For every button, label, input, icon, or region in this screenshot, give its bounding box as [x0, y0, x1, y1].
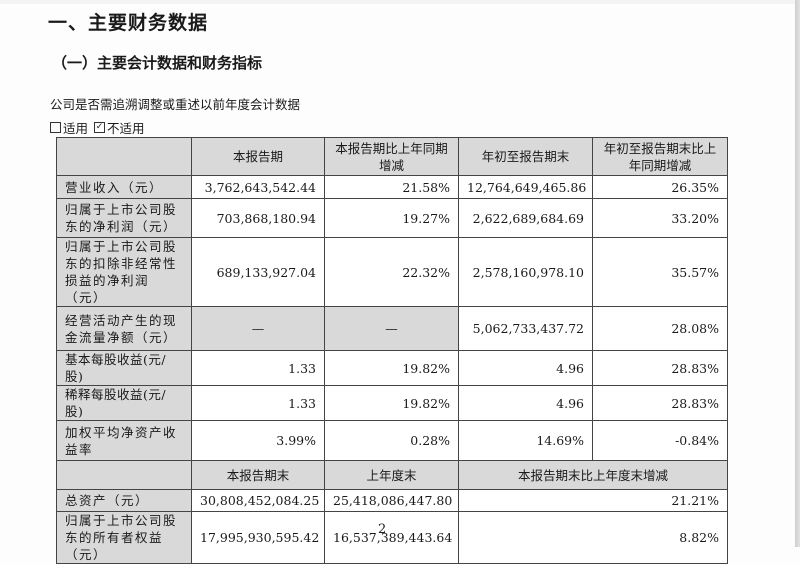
value-cell: 1.33 [191, 385, 325, 421]
value-cell: 26.35% [592, 175, 728, 199]
value-cell: 35.57% [592, 237, 728, 307]
option-applicable[interactable]: 适用 [50, 118, 88, 137]
value-cell: 3.99% [191, 420, 325, 461]
value-cell: 1.33 [191, 350, 325, 386]
checkbox-checked-icon[interactable]: ✓ [94, 122, 106, 133]
table-row: 总资产（元） 30,808,452,084.25 25,418,086,447.… [56, 489, 728, 512]
value-cell: 16,537,389,443.64 [324, 511, 459, 564]
value-cell: 2,578,160,978.10 [458, 237, 593, 307]
value-cell: 0.28% [324, 420, 459, 461]
table-row: 归属于上市公司股东的净利润（元） 703,868,180.94 19.27% 2… [56, 198, 728, 238]
table-header-row: 本报告期 本报告期比上年同期增减 年初至报告期末 年初至报告期末比上年同期增减 [56, 137, 728, 176]
value-cell: 703,868,180.94 [191, 198, 325, 238]
top-edge [0, 0, 796, 4]
value-cell: 19.82% [324, 350, 459, 386]
table-row: 加权平均净资产收益率 3.99% 0.28% 14.69% -0.84% [56, 420, 728, 461]
page-number: 2 [378, 522, 387, 537]
value-cell: — [191, 306, 325, 351]
value-cell: 5,062,733,437.72 [458, 306, 593, 351]
value-cell: 19.27% [324, 198, 459, 238]
scrollbar[interactable] [795, 0, 800, 547]
header-cell [56, 460, 192, 490]
header-cell: 本报告期比上年同期增减 [324, 137, 459, 176]
table2-header-row: 本报告期末 上年度末 本报告期末比上年度末增减 [56, 460, 728, 490]
row-label: 归属于上市公司股东的扣除非经常性损益的净利润（元） [56, 237, 192, 307]
value-cell: -0.84% [592, 420, 728, 461]
row-label: 经营活动产生的现金流量净额（元） [56, 306, 192, 351]
value-cell: — [324, 306, 459, 351]
header-cell: 年初至报告期末比上年同期增减 [592, 137, 728, 176]
value-cell: 21.58% [324, 175, 459, 199]
financial-data-table: 本报告期 本报告期比上年同期增减 年初至报告期末 年初至报告期末比上年同期增减 … [56, 137, 728, 564]
value-cell: 28.08% [592, 306, 728, 351]
option-not-applicable[interactable]: ✓ 不适用 [94, 118, 145, 137]
value-cell: 28.83% [592, 350, 728, 386]
value-cell: 33.20% [592, 198, 728, 238]
value-cell: 25,418,086,447.80 [324, 489, 459, 512]
header-cell [56, 137, 192, 176]
table-row: 稀释每股收益(元/股) 1.33 19.82% 4.96 28.83% [56, 385, 728, 421]
restatement-question: 公司是否需追溯调整或重述以前年度会计数据 [50, 97, 301, 112]
value-cell: 12,764,649,465.86 [458, 175, 593, 199]
table-row: 归属于上市公司股东的扣除非经常性损益的净利润（元） 689,133,927.04… [56, 237, 728, 307]
row-label: 归属于上市公司股东的净利润（元） [56, 198, 192, 238]
header-cell: 本报告期末 [191, 460, 325, 490]
row-label: 稀释每股收益(元/股) [56, 385, 192, 421]
table-row: 归属于上市公司股东的所有者权益（元） 17,995,930,595.42 16,… [56, 511, 728, 564]
value-cell: 17,995,930,595.42 [191, 511, 325, 564]
row-label: 营业收入（元） [56, 175, 192, 199]
checkbox-unchecked-icon[interactable] [50, 122, 61, 133]
value-cell: 2,622,689,684.69 [458, 198, 593, 238]
header-cell: 本报告期末比上年度末增减 [458, 460, 728, 490]
section-title: 一、主要财务数据 [48, 12, 209, 34]
row-label: 基本每股收益(元/股) [56, 350, 192, 386]
value-cell: 30,808,452,084.25 [191, 489, 325, 512]
row-label: 加权平均净资产收益率 [56, 420, 192, 461]
value-cell: 14.69% [458, 420, 593, 461]
value-cell: 8.82% [458, 511, 728, 564]
value-cell: 4.96 [458, 350, 593, 386]
row-label: 总资产（元） [56, 489, 192, 512]
applicability-options: 适用 ✓ 不适用 [50, 118, 145, 137]
option-label: 适用 [63, 121, 89, 136]
option-label: 不适用 [107, 121, 145, 136]
table-row: 基本每股收益(元/股) 1.33 19.82% 4.96 28.83% [56, 350, 728, 386]
value-cell: 19.82% [324, 385, 459, 421]
value-cell: 28.83% [592, 385, 728, 421]
header-cell: 本报告期 [191, 137, 325, 176]
value-cell: 4.96 [458, 385, 593, 421]
subsection-title: （一）主要会计数据和财务指标 [52, 54, 263, 72]
header-cell: 年初至报告期末 [458, 137, 593, 176]
value-cell: 21.21% [458, 489, 728, 512]
table-row: 营业收入（元） 3,762,643,542.44 21.58% 12,764,6… [56, 175, 728, 199]
value-cell: 3,762,643,542.44 [191, 175, 325, 199]
table-row: 经营活动产生的现金流量净额（元） — — 5,062,733,437.72 28… [56, 306, 728, 351]
header-cell: 上年度末 [324, 460, 459, 490]
value-cell: 689,133,927.04 [191, 237, 325, 307]
value-cell: 22.32% [324, 237, 459, 307]
row-label: 归属于上市公司股东的所有者权益（元） [56, 511, 192, 564]
